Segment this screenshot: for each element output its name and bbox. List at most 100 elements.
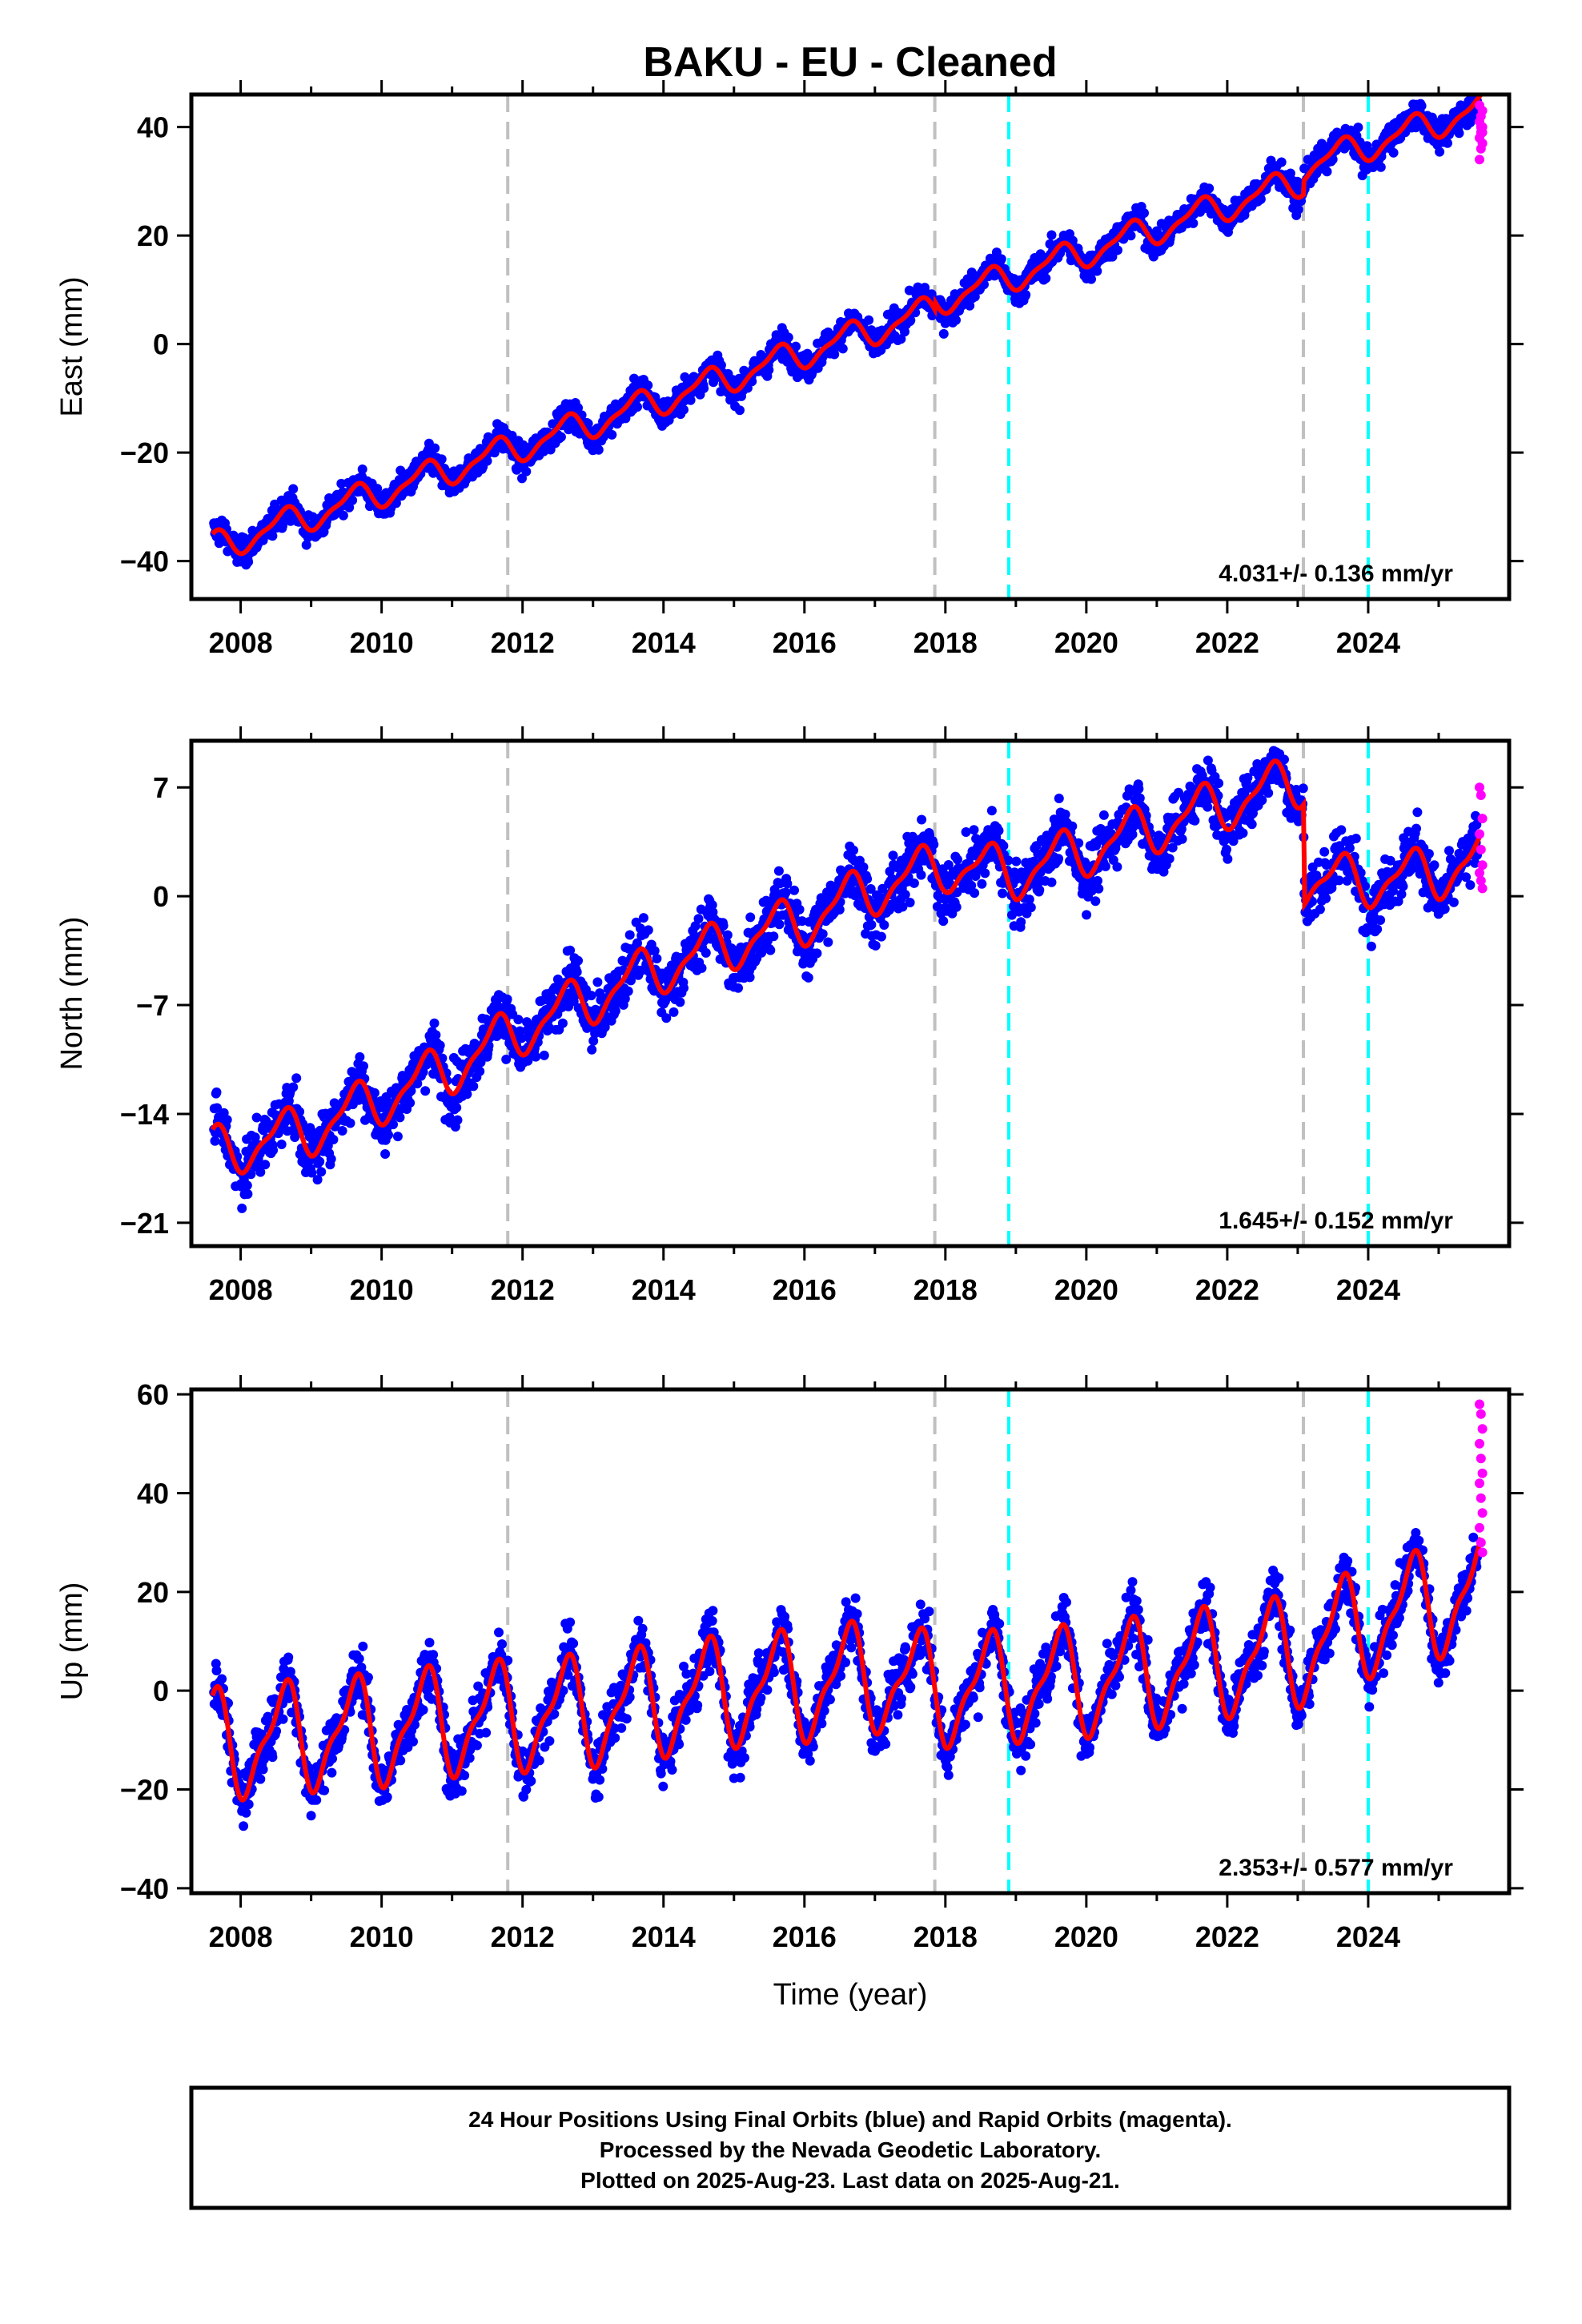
rapid-point-north — [1477, 814, 1488, 824]
x-tick-label-north: 2010 — [350, 1273, 414, 1306]
rate-label-east: 4.031+/- 0.136 mm/yr — [1219, 561, 1453, 587]
y-tick-label-north: −21 — [120, 1207, 169, 1240]
data-point-east — [1285, 168, 1295, 179]
data-point-north — [531, 1051, 541, 1062]
data-point-north — [679, 983, 689, 993]
data-point-north — [858, 862, 869, 872]
data-point-east — [267, 531, 278, 541]
x-tick-label-north: 2012 — [491, 1273, 555, 1306]
x-tick-label-east: 2014 — [632, 626, 696, 659]
data-point-north — [905, 898, 915, 907]
data-point-north — [782, 879, 793, 889]
data-point-north — [970, 888, 980, 899]
data-point-north — [345, 1118, 355, 1128]
data-point-east — [837, 344, 848, 354]
data-point-north — [1319, 846, 1330, 857]
y-tick-label-north: −14 — [120, 1098, 169, 1131]
y-tick-label-north: −7 — [136, 989, 169, 1022]
data-point-north — [870, 940, 881, 951]
data-point-east — [951, 315, 961, 325]
data-point-north — [1366, 941, 1376, 951]
data-point-north — [1439, 904, 1450, 914]
data-point-north — [1222, 844, 1231, 854]
data-point-north — [675, 997, 685, 1007]
data-point-north — [1298, 783, 1308, 794]
data-point-north — [1026, 903, 1036, 913]
data-point-east — [482, 456, 492, 466]
data-point-north — [610, 1006, 620, 1016]
data-point-north — [774, 919, 785, 930]
x-tick-label-north: 2020 — [1054, 1273, 1118, 1306]
data-point-east — [1139, 208, 1149, 218]
data-point-north — [586, 991, 596, 1001]
data-point-north — [539, 1050, 549, 1060]
y-tick-label-east: −40 — [120, 545, 169, 578]
data-point-north — [468, 1081, 479, 1092]
data-point-east — [278, 521, 287, 531]
data-point-east — [1255, 194, 1266, 204]
data-point-east — [583, 419, 593, 428]
data-point-north — [222, 1115, 232, 1125]
model-fit-line-east — [211, 94, 1484, 557]
rapid-point-north — [1475, 829, 1484, 839]
data-point-north — [745, 972, 755, 983]
data-point-east — [1362, 141, 1372, 151]
data-point-east — [301, 540, 311, 550]
data-point-north — [392, 1132, 403, 1142]
rapid-point-north — [1476, 844, 1486, 854]
x-tick-label-east: 2008 — [209, 626, 273, 659]
data-point-north — [1423, 849, 1434, 859]
data-point-north — [1024, 895, 1034, 905]
y-tick-label-north: 7 — [153, 771, 169, 804]
data-point-north — [1336, 825, 1347, 835]
data-point-north — [355, 1051, 365, 1062]
data-point-east — [699, 383, 709, 393]
y-tick-label-east: 40 — [137, 111, 169, 144]
data-point-east — [344, 502, 355, 513]
x-tick-label-north: 2022 — [1195, 1273, 1259, 1306]
data-point-north — [765, 945, 776, 955]
data-point-east — [258, 535, 268, 545]
data-point-east — [632, 402, 642, 412]
data-point-east — [716, 360, 726, 370]
data-point-east — [970, 292, 980, 302]
data-point-north — [315, 1156, 325, 1167]
data-point-north — [1100, 861, 1110, 871]
data-point-east — [338, 510, 348, 521]
data-point-east — [1126, 231, 1136, 241]
data-point-north — [1238, 828, 1248, 838]
data-point-east — [764, 365, 774, 375]
data-point-north — [1223, 854, 1233, 864]
data-point-east — [938, 328, 949, 339]
data-point-east — [1092, 266, 1102, 276]
x-tick-label-north: 2018 — [913, 1273, 978, 1306]
data-point-east — [430, 443, 440, 453]
data-point-east — [900, 327, 909, 337]
data-point-east — [1443, 138, 1452, 148]
data-point-east — [996, 254, 1006, 264]
data-point-east — [288, 484, 299, 494]
data-point-north — [1054, 794, 1064, 803]
data-point-north — [380, 1149, 391, 1159]
x-tick-label-east: 2018 — [913, 626, 978, 659]
data-point-north — [1034, 885, 1045, 895]
rapid-point-east — [1475, 155, 1484, 165]
data-point-north — [876, 931, 886, 942]
data-point-east — [1204, 183, 1215, 194]
data-point-north — [701, 947, 711, 958]
data-point-north — [879, 920, 889, 930]
y-tick-label-east: 20 — [137, 219, 169, 252]
data-point-north — [210, 1136, 220, 1146]
data-point-north — [1321, 893, 1331, 903]
data-point-east — [629, 373, 639, 384]
data-point-north — [862, 874, 873, 884]
rate-label-north: 1.645+/- 0.152 mm/yr — [1219, 1208, 1453, 1234]
data-point-north — [475, 1066, 485, 1076]
rapid-point-north — [1477, 883, 1488, 894]
data-point-north — [1164, 854, 1174, 864]
data-point-east — [1276, 157, 1287, 167]
data-point-east — [573, 403, 583, 413]
rapid-point-east — [1477, 127, 1488, 138]
data-point-north — [1411, 823, 1421, 834]
